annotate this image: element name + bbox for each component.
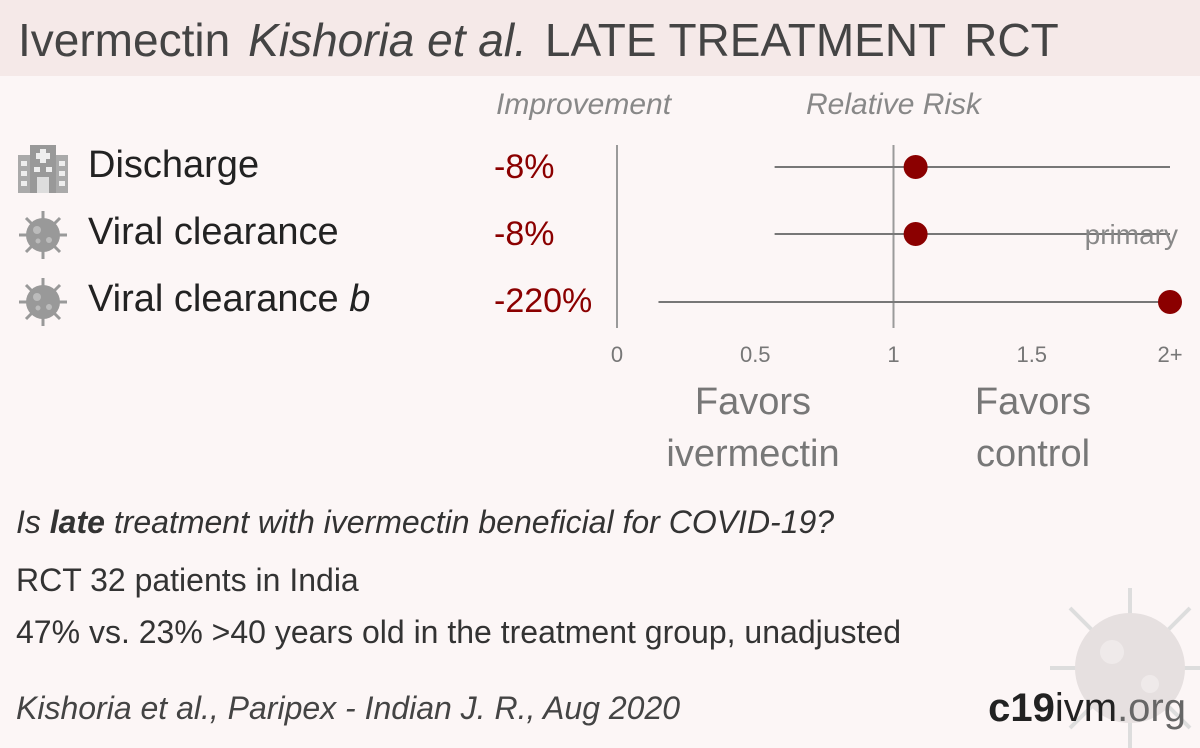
point-estimate	[903, 155, 928, 179]
row-improvement-discharge: -8%	[494, 148, 555, 186]
point-estimate	[903, 222, 928, 246]
summary-line-2: 47% vs. 23% >40 years old in the treatme…	[16, 614, 901, 650]
page-title: Ivermectin Kishoria et al. LATE TREATMENT R…	[18, 12, 1059, 68]
x-tick-label: 2+	[1157, 342, 1182, 367]
improvement-column-header: Improvement	[496, 88, 672, 121]
forest-plot: 0 0.5 1 1.5 2+ primary	[611, 145, 1183, 367]
row-improvement-viral-clearance-b: -220%	[494, 282, 593, 320]
point-estimate	[1158, 290, 1182, 314]
x-tick-label: 1.5	[1016, 342, 1047, 367]
title-authors: Kishoria et al.	[248, 14, 527, 66]
title-bar	[0, 0, 1200, 76]
summary-question: Is late treatment with ivermectin benefi…	[16, 504, 835, 540]
title-design: RCT	[964, 14, 1059, 66]
c19ivm-logo[interactable]: c19ivm.org	[988, 686, 1186, 730]
primary-outcome-label: primary	[1085, 219, 1178, 250]
row-label-discharge: Discharge	[88, 144, 260, 186]
summary-line-1: RCT 32 patients in India	[16, 562, 359, 598]
virus-watermark-icon	[1050, 588, 1200, 748]
relative-risk-column-header: Relative Risk	[806, 88, 982, 121]
x-tick-label: 0.5	[740, 342, 771, 367]
citation: Kishoria et al., Paripex - Indian J. R.,…	[16, 690, 681, 726]
title-drug: Ivermectin	[18, 14, 231, 66]
row-label-viral-clearance: Viral clearance	[88, 211, 339, 253]
virus-icon	[16, 210, 70, 260]
x-tick-label: 1	[887, 342, 899, 367]
favors-control-label: Favors control	[974, 381, 1092, 475]
hospital-icon	[16, 143, 70, 193]
row-label-viral-clearance-b: Viral clearance b	[88, 278, 371, 320]
row-improvement-viral-clearance: -8%	[494, 215, 555, 253]
favors-ivermectin-label: Favors ivermectin	[666, 381, 840, 475]
x-tick-label: 0	[611, 342, 623, 367]
virus-icon	[16, 277, 70, 327]
title-phase: LATE TREATMENT	[544, 14, 947, 66]
